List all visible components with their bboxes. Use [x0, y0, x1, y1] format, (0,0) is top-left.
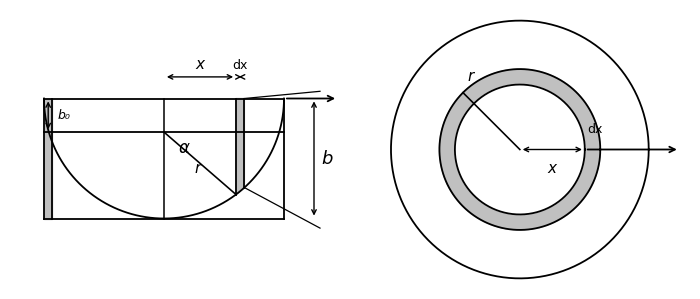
- Text: b₀: b₀: [57, 109, 70, 122]
- Text: dx: dx: [232, 59, 248, 72]
- Text: x: x: [548, 161, 556, 176]
- Text: x: x: [195, 57, 204, 72]
- Text: r: r: [467, 69, 473, 84]
- Text: b: b: [321, 150, 332, 167]
- Text: dx: dx: [587, 123, 602, 136]
- Circle shape: [455, 85, 584, 214]
- Text: r: r: [195, 161, 201, 176]
- Polygon shape: [44, 98, 52, 219]
- Text: α: α: [178, 139, 190, 157]
- Polygon shape: [236, 98, 244, 195]
- Circle shape: [440, 69, 601, 230]
